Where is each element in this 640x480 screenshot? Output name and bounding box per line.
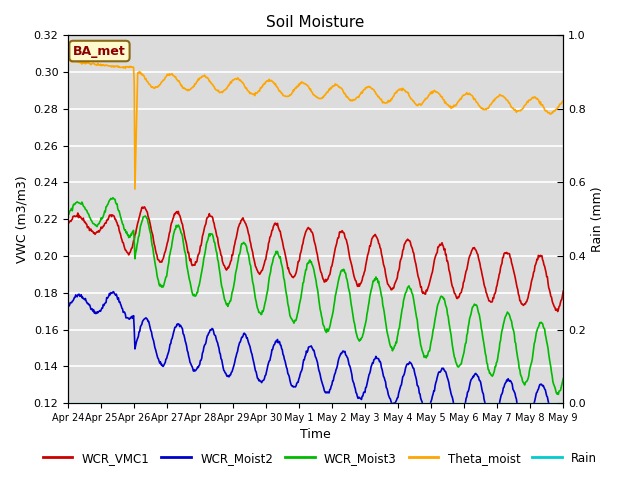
Title: Soil Moisture: Soil Moisture [266, 15, 365, 30]
Y-axis label: Rain (mm): Rain (mm) [591, 186, 604, 252]
Legend: WCR_VMC1, WCR_Moist2, WCR_Moist3, Theta_moist, Rain: WCR_VMC1, WCR_Moist2, WCR_Moist3, Theta_… [38, 447, 602, 469]
Text: BA_met: BA_met [73, 45, 126, 58]
Y-axis label: VWC (m3/m3): VWC (m3/m3) [15, 176, 28, 263]
X-axis label: Time: Time [300, 429, 331, 442]
